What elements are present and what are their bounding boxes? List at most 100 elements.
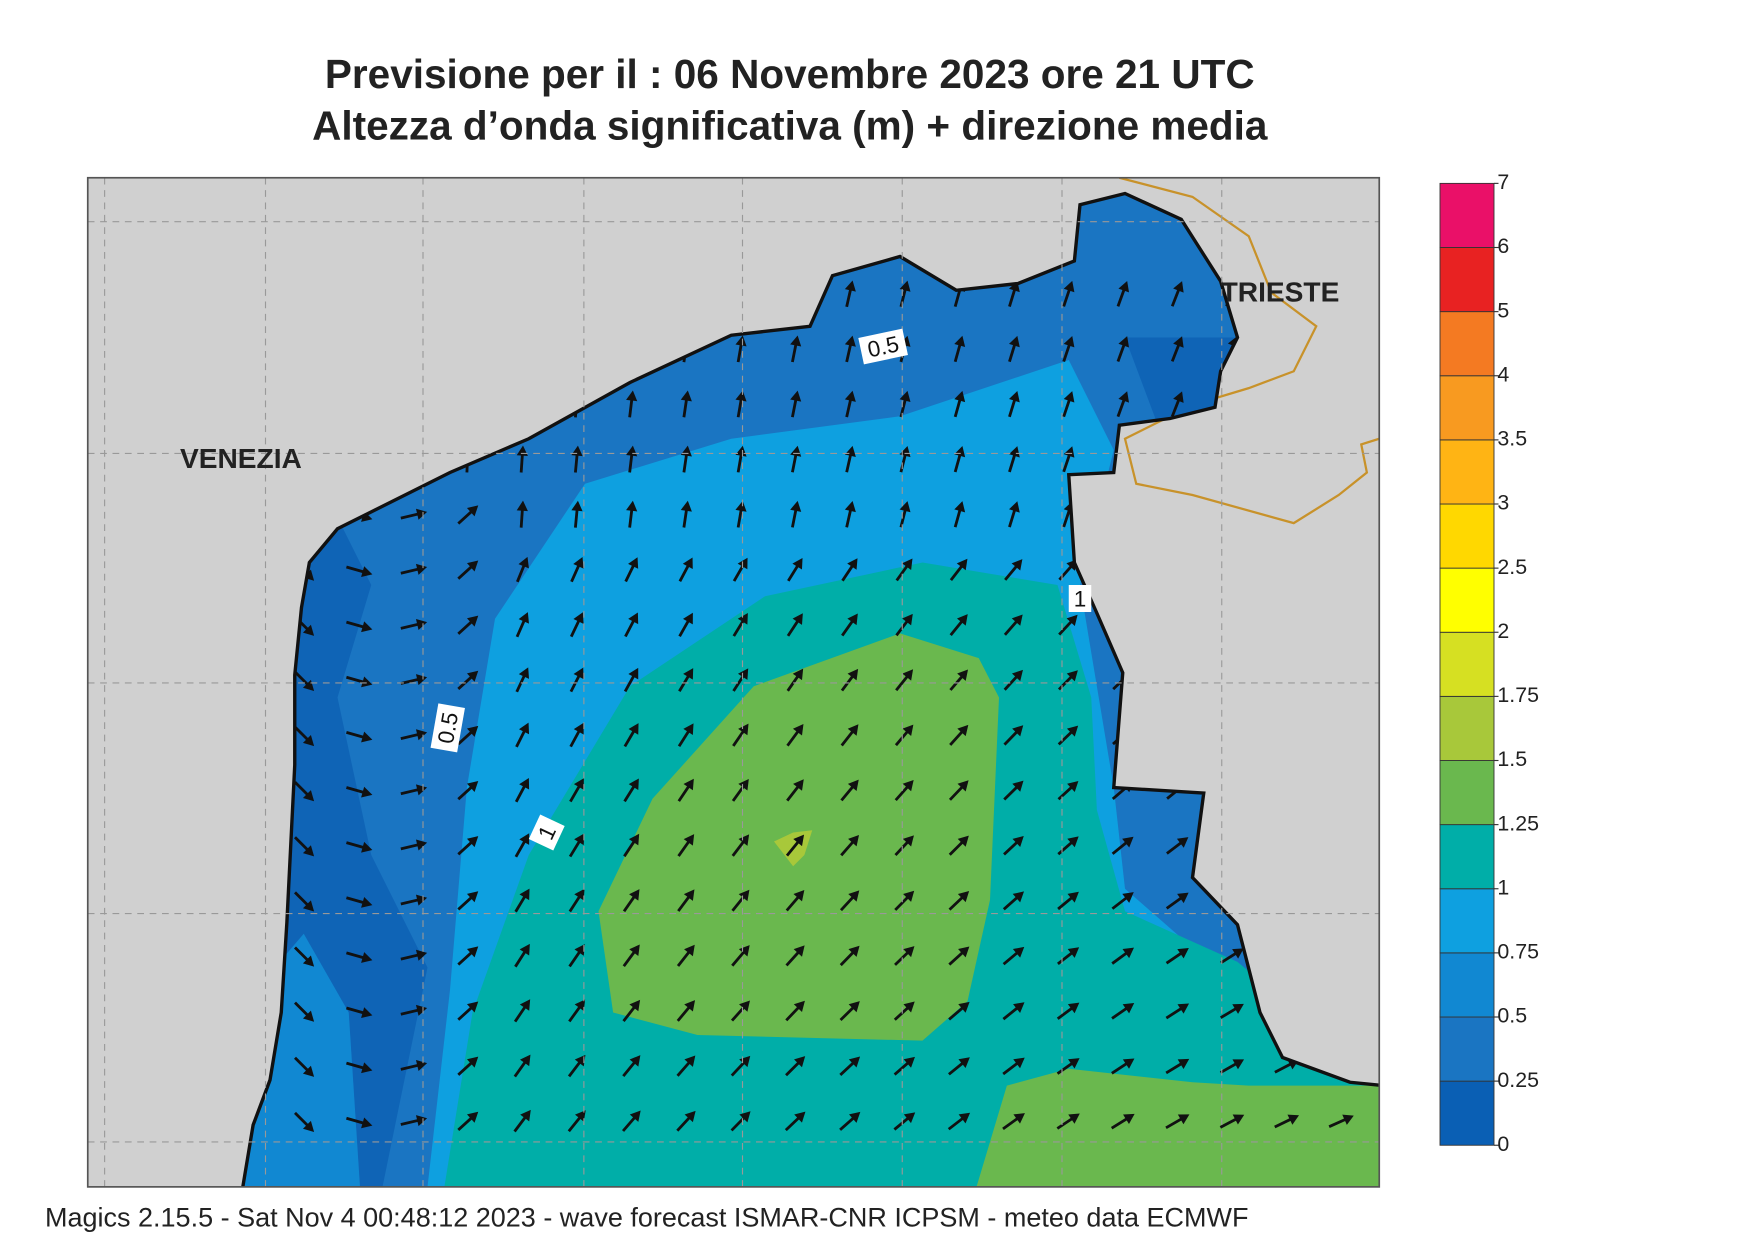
- arrow-head: [302, 845, 315, 857]
- label-box: [430, 703, 465, 753]
- arrow-head: [844, 500, 856, 513]
- arrow-head: [415, 1115, 428, 1127]
- arrow-head: [302, 734, 315, 747]
- arrow-head: [1067, 780, 1079, 792]
- arrow: [953, 501, 966, 528]
- arrow: [622, 889, 640, 913]
- colorbar-label: 0.25: [1497, 1068, 1539, 1092]
- arrow: [893, 1056, 915, 1076]
- arrow: [515, 667, 530, 693]
- arrow-head: [415, 1004, 428, 1016]
- arrow-head: [361, 1062, 373, 1074]
- arrow-head: [684, 944, 695, 957]
- arrow: [894, 724, 914, 747]
- arrow-head: [738, 834, 750, 846]
- arrow-head: [903, 1001, 915, 1013]
- arrow: [732, 613, 748, 637]
- arrow-head: [899, 280, 911, 292]
- arrow-head: [520, 1054, 531, 1067]
- arrow-head: [1232, 1003, 1244, 1014]
- arrow-head: [1068, 1058, 1080, 1069]
- arrow: [841, 558, 858, 582]
- arrow-head: [574, 1110, 586, 1122]
- arrow: [624, 557, 639, 583]
- arrow: [1165, 1003, 1190, 1020]
- arrow: [1165, 892, 1189, 910]
- arrow: [1116, 336, 1130, 362]
- arrow: [1057, 836, 1079, 856]
- arrow-head: [466, 836, 479, 848]
- arrow: [844, 390, 856, 418]
- arrow-head: [361, 896, 373, 908]
- arrow: [1328, 1114, 1354, 1128]
- arrow-head: [958, 1112, 971, 1124]
- arrow-head: [1122, 836, 1134, 848]
- arrow: [294, 726, 315, 747]
- arrow: [844, 335, 856, 363]
- arrow-head: [958, 946, 970, 958]
- arrow: [735, 335, 747, 363]
- arrow-head: [1118, 281, 1130, 293]
- arrow-head: [1063, 336, 1075, 348]
- arrow-head: [849, 1111, 861, 1123]
- arrow-head: [1067, 1002, 1080, 1014]
- arrow-head: [956, 614, 968, 626]
- arrow: [513, 1054, 531, 1078]
- arrow: [400, 894, 428, 906]
- colorbar-label: 0: [1497, 1132, 1509, 1156]
- arrow: [953, 335, 966, 363]
- arrow: [785, 834, 805, 857]
- arrow-head: [902, 669, 914, 681]
- arrow: [514, 943, 530, 968]
- arrow: [1056, 1002, 1080, 1020]
- color-band: [1439, 439, 1495, 505]
- arrow-head: [1177, 1114, 1190, 1125]
- arrow-head: [792, 557, 803, 570]
- arrow: [1008, 391, 1020, 418]
- arrow-head: [793, 890, 805, 902]
- arrow: [346, 951, 373, 963]
- arrow-head: [902, 558, 913, 571]
- arrow-head: [1068, 1113, 1080, 1124]
- arrow: [1004, 559, 1023, 581]
- arrow-head: [956, 558, 968, 571]
- arrow-head: [848, 945, 860, 957]
- arrow-head: [519, 888, 530, 901]
- arrow: [731, 779, 749, 802]
- arrow-head: [518, 612, 529, 624]
- arrow-head: [903, 1112, 916, 1124]
- arrow: [346, 1061, 373, 1074]
- arrow: [514, 888, 530, 913]
- arrow: [623, 833, 640, 858]
- arrow: [621, 1110, 641, 1132]
- arrow-head: [466, 946, 479, 958]
- arrow: [785, 1000, 805, 1022]
- arrow-head: [957, 669, 969, 681]
- arrow: [1062, 391, 1075, 418]
- arrow-head: [1177, 1058, 1190, 1069]
- arrow-head: [899, 390, 911, 403]
- arrow: [457, 670, 479, 690]
- arrow-head: [1123, 1113, 1135, 1125]
- arrow-head: [848, 834, 860, 847]
- arrow-head: [628, 723, 639, 735]
- color-band: [1439, 503, 1495, 569]
- arrow: [839, 890, 860, 912]
- arrow: [953, 446, 966, 473]
- arrow: [844, 445, 856, 473]
- arrow: [1056, 1058, 1080, 1075]
- arrow-head: [361, 841, 373, 853]
- arrow-head: [790, 445, 802, 457]
- arrow-head: [518, 722, 530, 735]
- arrow-head: [793, 834, 805, 847]
- arrow-head: [1067, 891, 1079, 903]
- arrow: [948, 780, 969, 801]
- arrow-head: [1122, 947, 1134, 959]
- place-label: VENEZIA: [180, 443, 302, 474]
- arrow-head: [302, 900, 315, 912]
- arrow: [787, 557, 803, 582]
- arrow-head: [790, 390, 802, 402]
- arrow-head: [1012, 836, 1024, 848]
- arrow: [513, 999, 531, 1023]
- arrow-head: [738, 945, 750, 957]
